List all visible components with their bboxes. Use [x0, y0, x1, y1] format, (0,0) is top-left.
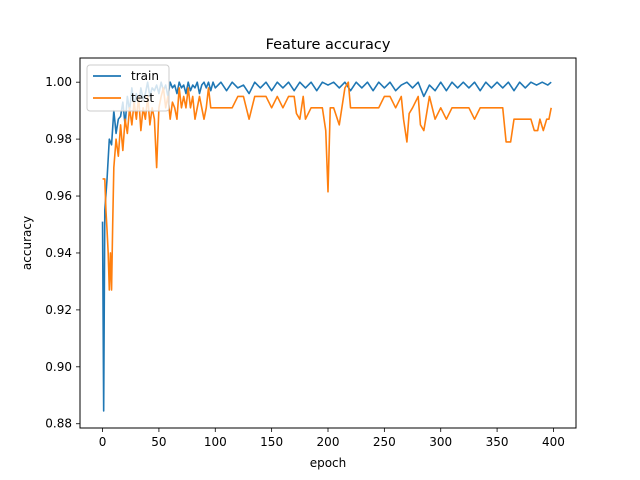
x-tick-label: 100	[204, 435, 227, 449]
x-tick-label: 400	[542, 435, 565, 449]
x-tick-label: 0	[99, 435, 107, 449]
x-tick-label: 350	[486, 435, 509, 449]
legend-label-test: test	[131, 91, 154, 105]
legend-label-train: train	[131, 69, 159, 83]
y-tick-label: 0.96	[45, 189, 72, 203]
x-tick-label: 300	[429, 435, 452, 449]
y-tick-label: 0.90	[45, 360, 72, 374]
y-tick-label: 0.94	[45, 246, 72, 260]
y-tick-label: 0.98	[45, 132, 72, 146]
y-tick-label: 0.88	[45, 417, 72, 431]
y-axis: 0.88 0.90 0.92 0.94 0.96 0.98 1.00	[45, 75, 80, 431]
x-tick-label: 250	[373, 435, 396, 449]
x-axis-label: epoch	[310, 456, 347, 470]
legend: train test	[86, 64, 170, 112]
x-tick-label: 150	[260, 435, 283, 449]
y-tick-label: 0.92	[45, 303, 72, 317]
x-tick-label: 50	[151, 435, 166, 449]
y-tick-label: 1.00	[45, 75, 72, 89]
y-axis-label: accuracy	[20, 216, 34, 270]
chart-title: Feature accuracy	[266, 37, 391, 53]
x-tick-label: 200	[317, 435, 340, 449]
x-axis: 0 50 100 150 200 250 300 350 400	[99, 428, 565, 449]
